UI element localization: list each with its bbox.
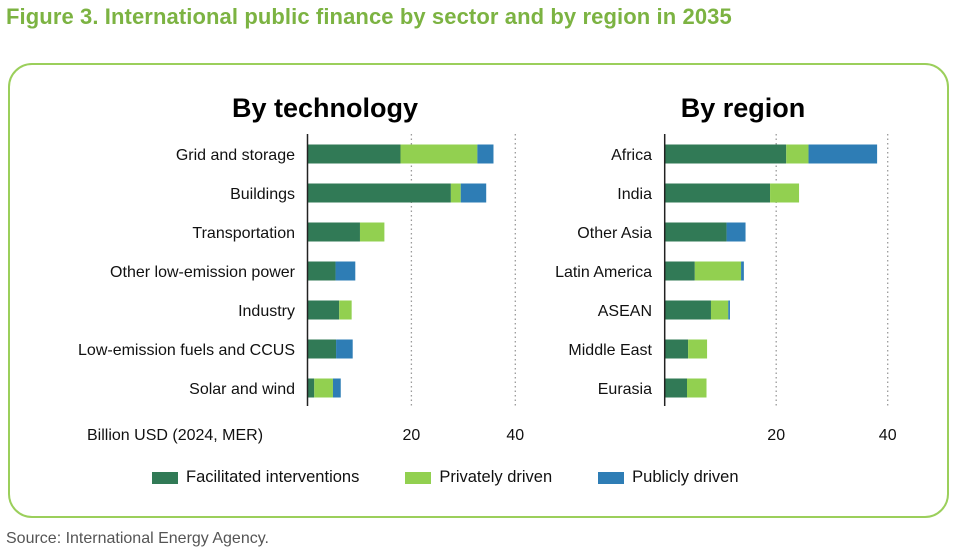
legend-label-private: Privately driven: [439, 468, 553, 486]
chart-frame: [8, 63, 949, 518]
by-technology-bar-solar-and-wind-private: [314, 378, 333, 398]
by-region-bar-asean-facilitated: [664, 300, 711, 320]
legend: Facilitated interventions Privately driv…: [152, 468, 785, 487]
by-region-bar-africa-private: [786, 144, 809, 164]
by-technology-category-label: Transportation: [192, 225, 295, 242]
by-technology-category-label: Industry: [238, 303, 295, 320]
legend-swatch-private: [405, 471, 432, 484]
legend-item-facilitated: Facilitated interventions: [152, 468, 359, 487]
by-technology-bar-solar-and-wind-public: [332, 378, 341, 398]
by-region-bar-asean-public: [728, 300, 730, 320]
by-technology-bar-grid-and-storage-public: [477, 144, 494, 164]
by-region-category-label: Latin America: [555, 264, 652, 281]
by-technology-bar-solar-and-wind-facilitated: [307, 378, 315, 398]
by-technology-bar-buildings-private: [450, 183, 461, 203]
by-technology-bar-grid-and-storage-facilitated: [307, 144, 401, 164]
by-region-tick-label-20: 20: [767, 427, 785, 444]
by-region-bar-india-private: [770, 183, 800, 203]
by-technology-tick-label-40: 40: [506, 427, 524, 444]
legend-swatch-public: [598, 471, 625, 484]
by-technology-category-label: Low-emission fuels and CCUS: [78, 342, 295, 359]
by-technology-bar-industry-facilitated: [307, 300, 340, 320]
by-region-bar-other-asia-public: [726, 222, 746, 242]
by-technology-bar-buildings-public: [460, 183, 487, 203]
legend-label-public: Publicly driven: [632, 468, 739, 486]
by-region-bar-eurasia-private: [687, 378, 707, 398]
by-region-bar-other-asia-facilitated: [664, 222, 727, 242]
by-region-bar-middle-east-facilitated: [664, 339, 689, 359]
by-technology-bar-other-low-emission-power-facilitated: [307, 261, 336, 281]
legend-label-facilitated: Facilitated interventions: [186, 468, 360, 486]
by-region-title: By region: [681, 93, 806, 123]
by-technology-category-label: Grid and storage: [176, 147, 295, 164]
by-region-tick-label-40: 40: [879, 427, 897, 444]
legend-item-private: Privately driven: [405, 468, 552, 487]
by-technology-bar-other-low-emission-power-public: [335, 261, 356, 281]
by-region-category-label: ASEAN: [598, 303, 652, 320]
by-region-bar-eurasia-facilitated: [664, 378, 687, 398]
by-technology-category-label: Other low-emission power: [110, 264, 296, 281]
by-region-bar-india-facilitated: [664, 183, 771, 203]
legend-item-public: Publicly driven: [598, 468, 739, 487]
by-technology-category-label: Buildings: [230, 186, 295, 203]
by-region-category-label: Middle East: [568, 342, 652, 359]
legend-swatch-facilitated: [152, 471, 178, 484]
source-note: Source: International Energy Agency.: [6, 530, 269, 547]
by-region-bar-middle-east-private: [688, 339, 708, 359]
by-technology-title: By technology: [232, 93, 418, 123]
by-technology-bar-transportation-facilitated: [307, 222, 360, 242]
by-technology-bar-grid-and-storage-private: [400, 144, 478, 164]
by-technology-bar-buildings-facilitated: [307, 183, 451, 203]
by-region-category-label: Other Asia: [577, 225, 652, 242]
by-region-bar-latin-america-public: [741, 261, 744, 281]
by-region-bar-latin-america-facilitated: [664, 261, 695, 281]
by-technology-bar-low-emission-fuels-and-ccus-facilitated: [307, 339, 337, 359]
by-technology-tick-label-20: 20: [403, 427, 421, 444]
by-region-bar-africa-public: [808, 144, 878, 164]
by-technology-bar-transportation-private: [359, 222, 385, 242]
by-region-bar-latin-america-private: [694, 261, 742, 281]
by-technology-bar-low-emission-fuels-and-ccus-public: [336, 339, 353, 359]
by-technology-bar-industry-private: [339, 300, 352, 320]
by-region-category-label: Eurasia: [598, 381, 652, 398]
by-region-category-label: India: [617, 186, 652, 203]
figure-title: Figure 3. International public finance b…: [6, 4, 732, 29]
by-technology-category-label: Solar and wind: [189, 381, 295, 398]
by-region-category-label: Africa: [611, 147, 652, 164]
by-technology-unit-label: Billion USD (2024, MER): [87, 427, 263, 444]
by-region-bar-africa-facilitated: [664, 144, 787, 164]
by-region-bar-asean-private: [710, 300, 729, 320]
